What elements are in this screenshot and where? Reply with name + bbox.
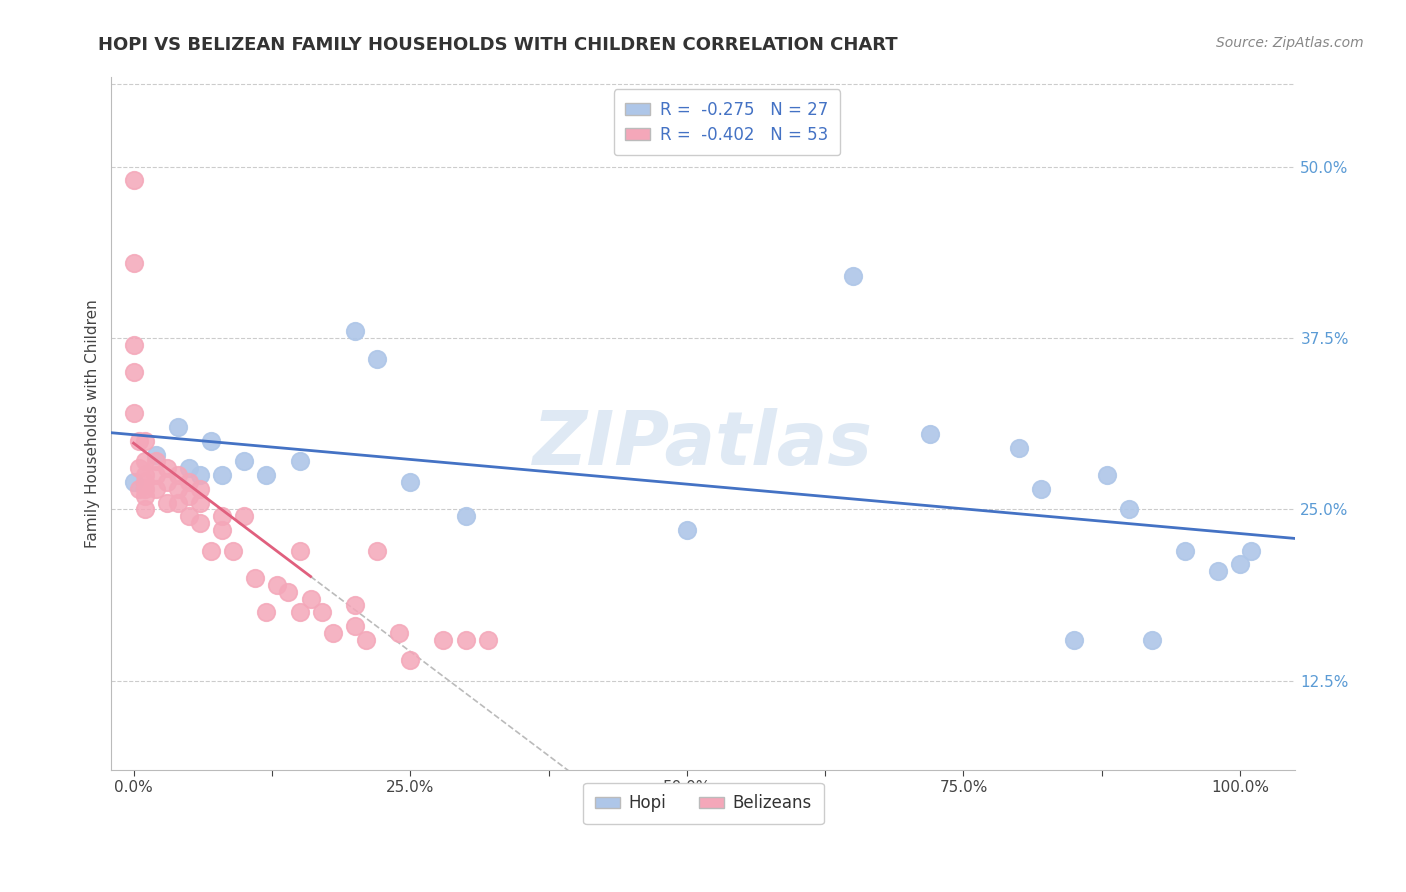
Point: [166, 420, 188, 434]
Point: [145, 482, 167, 496]
Point: [177, 489, 200, 503]
Point: [1240, 543, 1263, 558]
Point: [366, 543, 388, 558]
Point: [388, 625, 411, 640]
Point: [156, 461, 179, 475]
Point: [245, 571, 267, 585]
Point: [177, 475, 200, 489]
Point: [311, 605, 333, 619]
Point: [288, 605, 311, 619]
Point: [1118, 502, 1140, 516]
Point: [134, 489, 156, 503]
Point: [366, 351, 388, 366]
Point: [288, 454, 311, 468]
Point: [122, 255, 145, 269]
Point: [454, 632, 477, 647]
Point: [156, 495, 179, 509]
Point: [454, 509, 477, 524]
Y-axis label: Family Households with Children: Family Households with Children: [86, 300, 100, 548]
Point: [200, 434, 222, 448]
Point: [166, 495, 188, 509]
Point: [1008, 441, 1031, 455]
Point: [399, 653, 422, 667]
Point: [343, 619, 366, 633]
Point: [399, 475, 422, 489]
Point: [134, 502, 156, 516]
Point: [1029, 482, 1052, 496]
Point: [1229, 558, 1251, 572]
Point: [128, 482, 150, 496]
Point: [134, 468, 156, 483]
Point: [920, 427, 942, 442]
Point: [343, 599, 366, 613]
Point: [177, 509, 200, 524]
Point: [299, 591, 322, 606]
Point: [233, 454, 256, 468]
Point: [122, 173, 145, 187]
Point: [233, 509, 256, 524]
Point: [188, 468, 211, 483]
Text: Source: ZipAtlas.com: Source: ZipAtlas.com: [1216, 36, 1364, 50]
Point: [134, 475, 156, 489]
Point: [166, 468, 188, 483]
Point: [211, 468, 233, 483]
Point: [122, 406, 145, 420]
Point: [188, 516, 211, 530]
Point: [177, 461, 200, 475]
Legend: Hopi, Belizeans: Hopi, Belizeans: [583, 782, 824, 824]
Point: [254, 468, 277, 483]
Point: [1174, 543, 1197, 558]
Point: [211, 523, 233, 537]
Text: ZIPatlas: ZIPatlas: [533, 408, 873, 481]
Point: [222, 543, 245, 558]
Point: [432, 632, 454, 647]
Point: [128, 461, 150, 475]
Point: [254, 605, 277, 619]
Point: [354, 632, 377, 647]
Point: [122, 365, 145, 379]
Point: [122, 475, 145, 489]
Point: [145, 448, 167, 462]
Point: [156, 475, 179, 489]
Point: [128, 434, 150, 448]
Point: [188, 482, 211, 496]
Point: [477, 632, 499, 647]
Point: [166, 482, 188, 496]
Point: [288, 543, 311, 558]
Point: [1206, 564, 1229, 578]
Point: [122, 338, 145, 352]
Point: [145, 468, 167, 483]
Point: [211, 509, 233, 524]
Point: [134, 434, 156, 448]
Point: [842, 269, 865, 284]
Point: [1063, 632, 1085, 647]
Point: [343, 324, 366, 338]
Point: [322, 625, 344, 640]
Point: [266, 578, 288, 592]
Point: [134, 482, 156, 496]
Point: [200, 543, 222, 558]
Point: [188, 495, 211, 509]
Point: [1140, 632, 1163, 647]
Point: [676, 523, 699, 537]
Point: [134, 454, 156, 468]
Point: [1097, 468, 1119, 483]
Point: [277, 584, 299, 599]
Text: HOPI VS BELIZEAN FAMILY HOUSEHOLDS WITH CHILDREN CORRELATION CHART: HOPI VS BELIZEAN FAMILY HOUSEHOLDS WITH …: [98, 36, 898, 54]
Point: [145, 454, 167, 468]
